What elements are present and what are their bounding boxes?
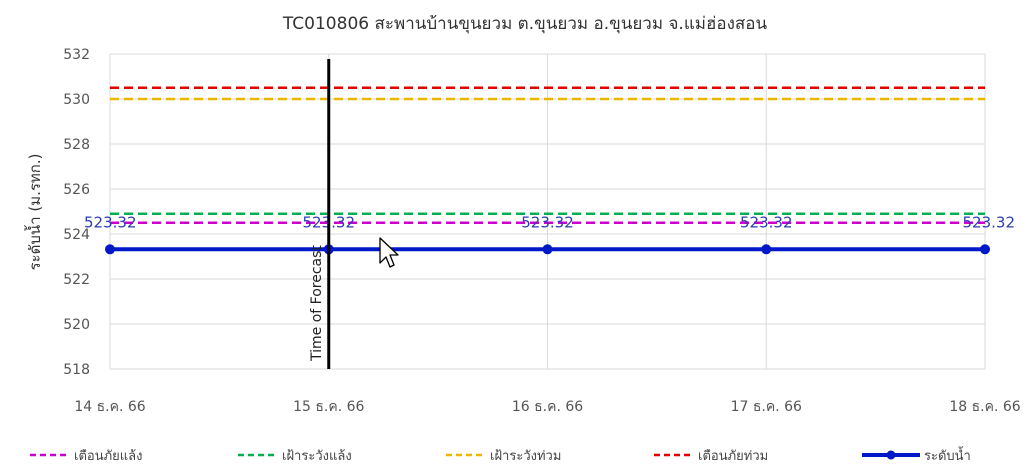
data-point — [542, 244, 553, 255]
data-point — [105, 244, 115, 255]
data-point — [980, 244, 990, 255]
legend-label: เตือนภัยแล้ง — [74, 448, 142, 464]
y-axis-label: ระดับน้ำ (ม.รทก.) — [24, 154, 44, 271]
legend-label: ระดับน้ำ — [924, 446, 971, 464]
x-tick-label: 15 ธ.ค. 66 — [293, 399, 364, 415]
data-label: 523.32 — [740, 213, 793, 231]
legend-marker — [886, 450, 896, 460]
forecast-marker-label: Time of Forecast — [309, 245, 325, 362]
data-label: 523.32 — [963, 213, 1016, 231]
data-label: 523.32 — [84, 213, 137, 231]
y-tick-label: 524 — [63, 227, 90, 243]
y-tick-label: 526 — [63, 182, 90, 198]
y-tick-label: 520 — [63, 317, 90, 333]
y-tick-label: 522 — [63, 272, 90, 288]
x-tick-label: 17 ธ.ค. 66 — [731, 399, 802, 415]
y-tick-label: 528 — [63, 137, 90, 153]
y-tick-label: 530 — [63, 92, 90, 108]
tick-labels: 518 520 522 524 526 528 530 532 14 ธ.ค. 66 15 ธ.ค… — [63, 47, 1020, 415]
data-label: 523.32 — [521, 213, 574, 231]
x-tick-label: 14 ธ.ค. 66 — [74, 399, 145, 415]
data-point — [761, 244, 772, 255]
legend: เตือนภัยแล้ง เฝ้าระวังแล้ง เฝ้าระวังท่วม เต… — [30, 446, 971, 464]
chart-title: TC010806 สะพานบ้านขุนยวม ต.ขุนยวม อ.ขุนย… — [282, 14, 768, 34]
legend-label: เฝ้าระวังแล้ง — [282, 449, 352, 464]
y-tick-label: 518 — [63, 362, 90, 378]
legend-label: เฝ้าระวังท่วม — [490, 449, 561, 464]
mouse-cursor-icon — [379, 237, 399, 268]
legend-label: เตือนภัยท่วม — [698, 448, 768, 464]
x-tick-label: 16 ธ.ค. 66 — [512, 399, 583, 415]
x-tick-label: 18 ธ.ค. 66 — [949, 399, 1020, 415]
y-tick-label: 532 — [63, 47, 90, 63]
grid-layer — [109, 53, 986, 370]
